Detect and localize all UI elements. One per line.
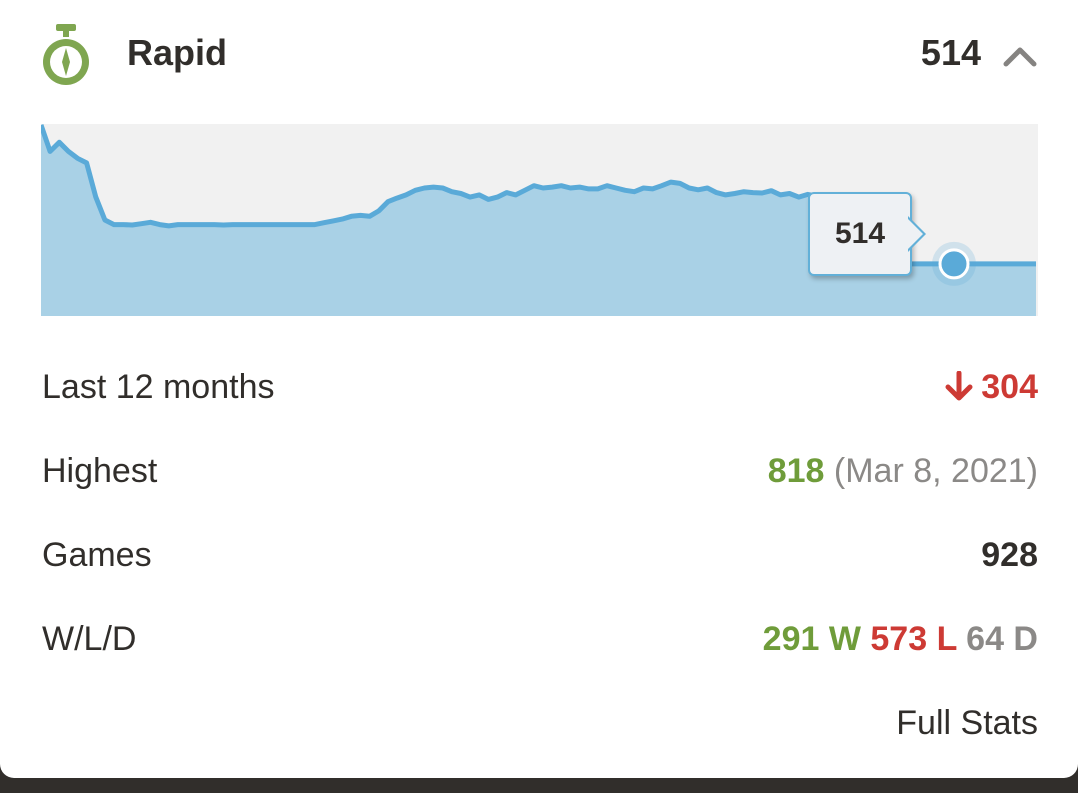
stat-row-wld: W/L/D 291 W 573 L 64 D bbox=[42, 614, 1038, 664]
arrow-down-icon bbox=[945, 371, 973, 401]
card-header[interactable]: Rapid 514 bbox=[0, 0, 1078, 110]
stat-row-games: Games 928 bbox=[42, 530, 1038, 580]
rating-history-chart bbox=[41, 124, 1038, 316]
stat-label: Last 12 months bbox=[42, 368, 275, 406]
games-count: 928 bbox=[981, 536, 1038, 574]
rating-change: 304 bbox=[981, 368, 1038, 406]
highest-date: (Mar 8, 2021) bbox=[833, 452, 1038, 490]
rating-area bbox=[41, 124, 1036, 316]
wins-count: 291 W bbox=[762, 620, 861, 658]
stat-label: Games bbox=[42, 536, 152, 574]
highest-rating: 818 bbox=[767, 452, 825, 490]
stat-label: Highest bbox=[42, 452, 158, 490]
stat-label: W/L/D bbox=[42, 620, 137, 658]
tooltip-value: 514 bbox=[834, 217, 886, 250]
page-title: Rapid bbox=[127, 32, 228, 73]
stat-value-wld: 291 W 573 L 64 D bbox=[763, 620, 1038, 659]
stopwatch-icon bbox=[43, 24, 89, 85]
current-point[interactable] bbox=[938, 248, 970, 280]
tooltip-pointer-fill bbox=[908, 219, 923, 249]
draws-count: 64 D bbox=[966, 620, 1038, 658]
stat-value-highest: 818 (Mar 8, 2021) bbox=[768, 452, 1038, 491]
chevron-up-icon[interactable] bbox=[1002, 44, 1038, 68]
full-stats-link[interactable]: Full Stats bbox=[896, 704, 1038, 742]
losses-count: 573 L bbox=[870, 620, 957, 658]
stat-row-highest: Highest 818 (Mar 8, 2021) bbox=[42, 446, 1038, 496]
chart-tooltip: 514 bbox=[808, 192, 912, 276]
stat-value-change: 304 bbox=[943, 368, 1038, 407]
current-rating: 514 bbox=[920, 32, 981, 73]
stat-row-last-12-months: Last 12 months 304 bbox=[42, 362, 1038, 412]
